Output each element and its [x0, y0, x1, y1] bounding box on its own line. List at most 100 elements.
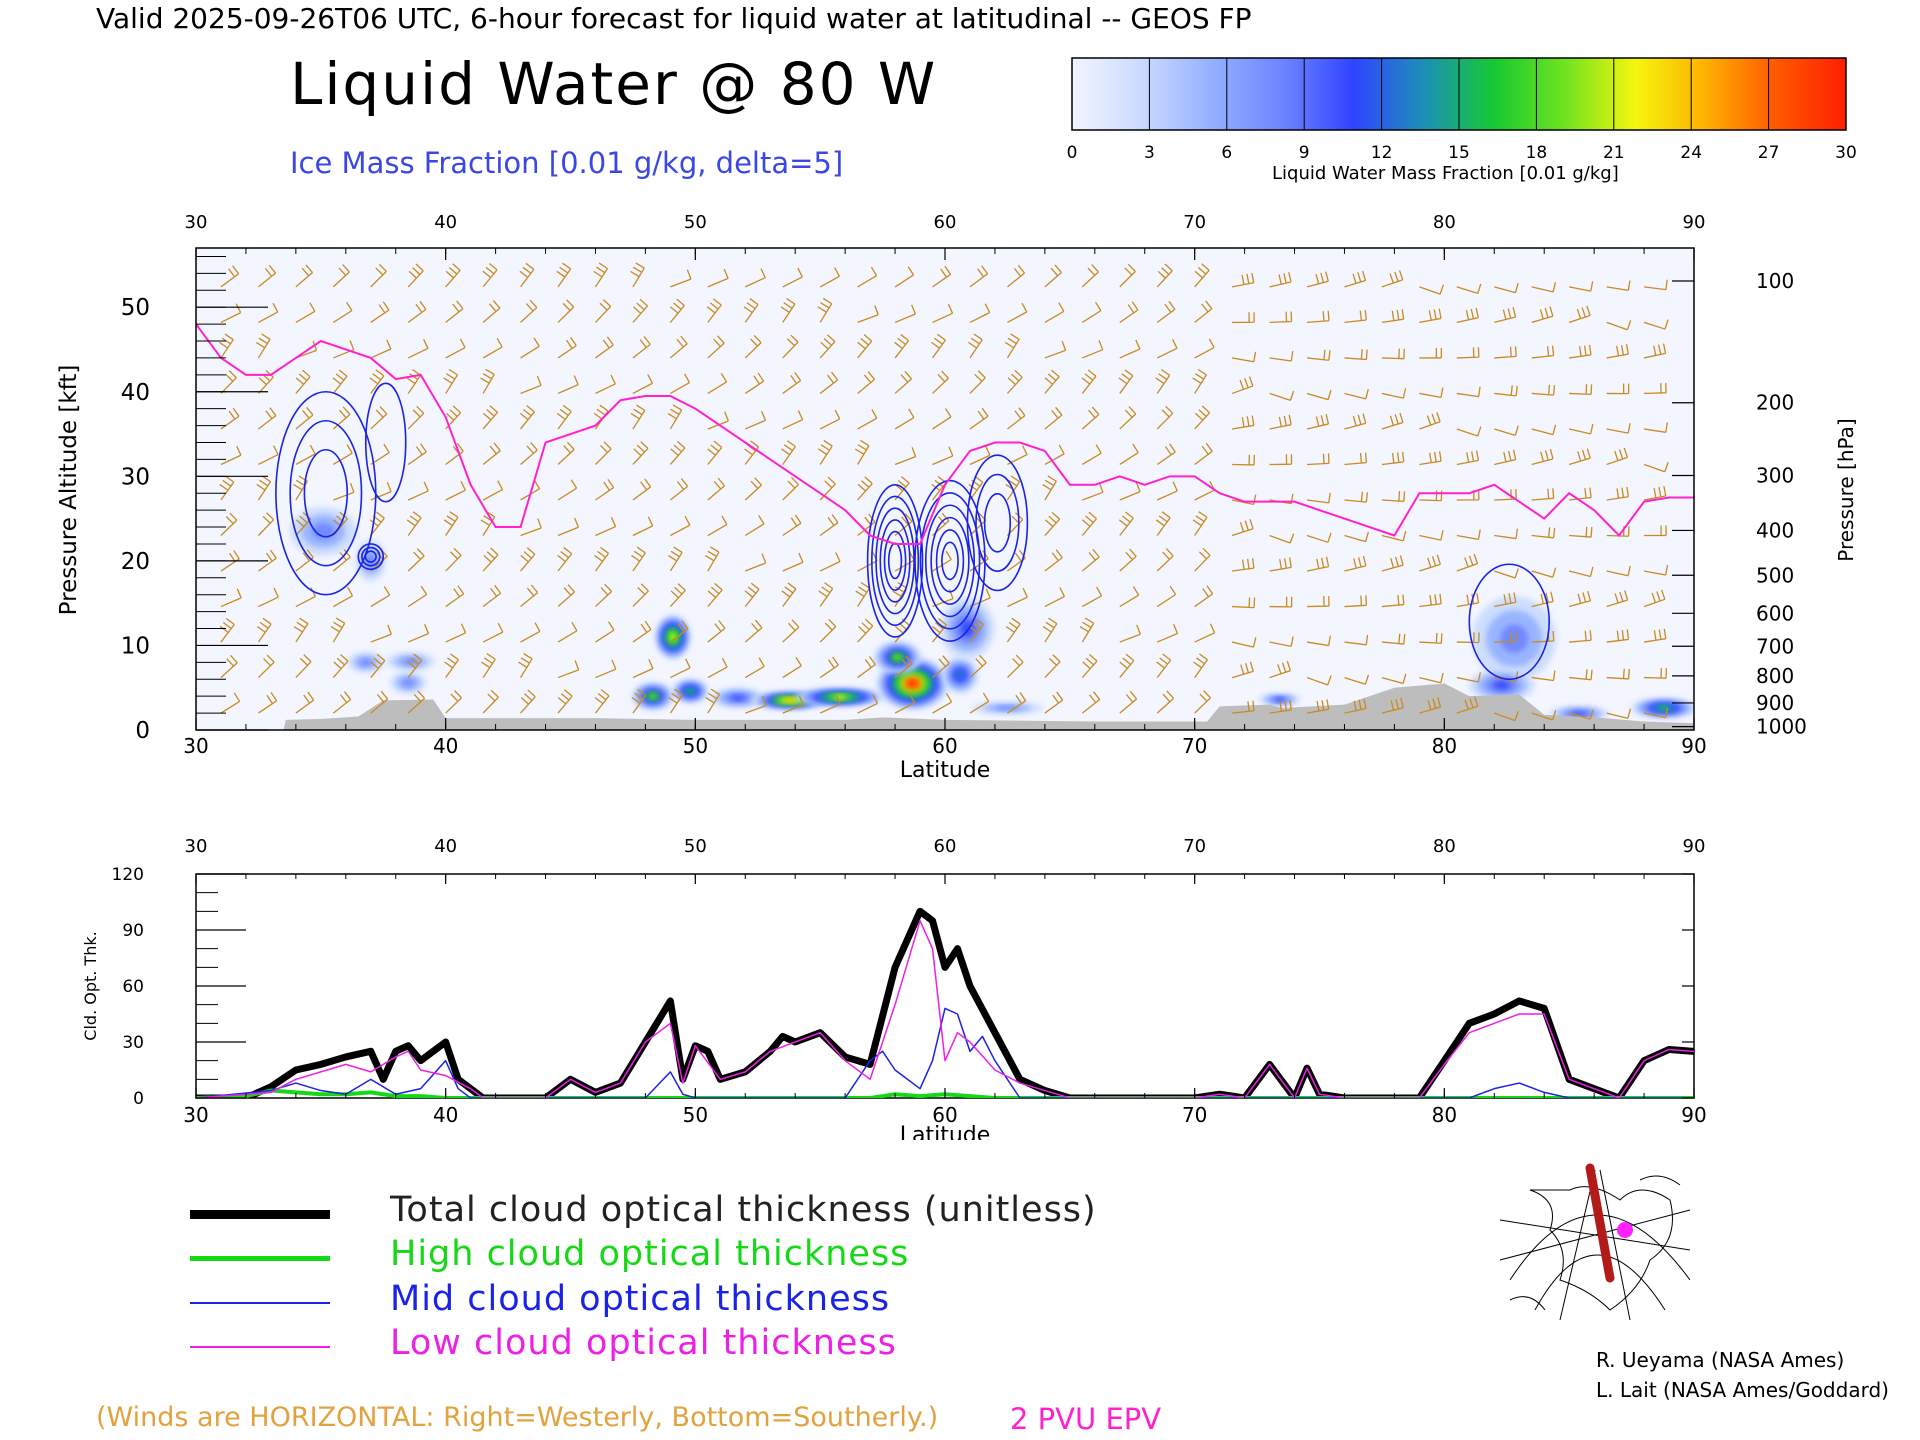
wind-barb	[968, 333, 983, 359]
wind-barb	[445, 690, 462, 714]
wind-barb	[1306, 349, 1331, 361]
wind-barb	[407, 548, 425, 572]
main-xtick-bottom: 40	[433, 734, 458, 758]
ice-contour	[866, 483, 924, 638]
liquid-water-blob	[1493, 681, 1510, 690]
wind-barb	[1306, 699, 1330, 714]
wind-barb	[1081, 548, 1100, 572]
wind-barb	[706, 298, 722, 323]
wind-barb	[407, 339, 429, 359]
wind-barb	[1044, 691, 1064, 714]
wind-barb	[1156, 548, 1174, 572]
wind-barb	[707, 268, 729, 288]
wind-barb	[520, 337, 540, 359]
wind-barb	[1269, 454, 1293, 466]
wind-barb	[1569, 384, 1593, 396]
wind-barb	[1232, 415, 1255, 430]
wind-barb	[1081, 301, 1102, 323]
wind-barb	[520, 375, 542, 395]
wind-barb	[1494, 282, 1519, 294]
ice-contour	[966, 454, 1029, 592]
ice-contour	[935, 529, 965, 593]
wind-barb	[1494, 592, 1517, 608]
wind-barb	[1006, 654, 1024, 679]
liquid-water-blob	[1500, 624, 1529, 653]
wind-barb	[1119, 406, 1137, 430]
wind-barb	[818, 582, 834, 607]
wind-barb	[1156, 585, 1177, 608]
wind-barb	[857, 656, 876, 679]
cot-xtick-top: 30	[185, 836, 208, 857]
wind-barb	[632, 374, 653, 395]
ice-contour	[875, 507, 915, 615]
cot-xtick-top: 70	[1183, 836, 1206, 857]
wind-barb	[1531, 670, 1556, 682]
wind-barb	[1381, 633, 1406, 645]
wind-barb	[407, 481, 429, 501]
wind-barb	[1044, 369, 1060, 394]
wind-barb	[1231, 272, 1255, 288]
wind-barb	[1494, 710, 1519, 722]
wind-barb	[1419, 554, 1441, 572]
ice-contour	[357, 543, 385, 571]
wind-barb	[220, 654, 238, 679]
wind-barb	[258, 587, 279, 608]
wind-barb	[670, 516, 691, 537]
wind-barb	[631, 546, 646, 572]
wind-barb	[1643, 628, 1667, 643]
wind-barb	[370, 690, 389, 714]
wind-barb	[707, 620, 726, 643]
colorbar-tick: 9	[1299, 143, 1310, 163]
wind-barb	[257, 369, 274, 394]
wind-barb	[1119, 624, 1141, 643]
wind-barb	[969, 407, 989, 430]
wind-barb	[557, 621, 578, 643]
wind-barb	[782, 267, 803, 288]
wind-barb	[1306, 310, 1330, 324]
wind-barb	[520, 299, 538, 323]
wind-barb	[1381, 270, 1404, 288]
wind-barb	[407, 653, 423, 678]
cot-ytick: 0	[133, 1089, 144, 1109]
wind-barb	[1494, 528, 1519, 540]
liquid-water-blob	[908, 680, 917, 687]
wind-barb	[1456, 529, 1481, 540]
wind-barb	[857, 334, 873, 359]
wind-barb	[1644, 525, 1667, 537]
wind-barb	[1306, 271, 1329, 288]
wind-barb	[444, 653, 460, 678]
wind-barb	[407, 443, 427, 466]
wind-barb	[1531, 282, 1557, 293]
wind-barb	[220, 407, 240, 430]
header-valid-line: Valid 2025-09-26T06 UTC, 6-hour forecast…	[96, 2, 1252, 35]
wind-barb	[1119, 690, 1138, 714]
terrain	[196, 683, 1694, 730]
wind-barb	[1569, 487, 1592, 501]
wind-barb	[857, 694, 878, 714]
wind-barb	[1494, 346, 1517, 359]
wind-barb	[1194, 263, 1210, 288]
wind-barb	[1306, 635, 1331, 647]
wind-barb	[668, 688, 684, 714]
wind-barb	[632, 441, 649, 465]
main-xtick-top: 30	[185, 212, 208, 233]
main-pressure-tick: 800	[1756, 664, 1794, 688]
wind-barb	[744, 268, 766, 288]
wind-barb	[1119, 482, 1141, 501]
wind-barb	[520, 689, 536, 714]
wind-barb	[293, 475, 308, 501]
main-xtick-bottom: 80	[1432, 734, 1457, 758]
legend-swatch-high	[190, 1255, 330, 1261]
wind-barb	[781, 440, 796, 465]
cot-xlabel: Latitude	[900, 1123, 991, 1140]
wind-barb	[894, 370, 913, 394]
liquid-water-blob	[365, 554, 376, 568]
wind-barb	[1269, 390, 1295, 402]
wind-barb	[1344, 349, 1368, 361]
colorbar-tick: 12	[1371, 143, 1393, 163]
winds-note: (Winds are HORIZONTAL: Right=Westerly, B…	[96, 1402, 939, 1433]
wind-barb	[1643, 343, 1667, 359]
colorbar-tick: 24	[1680, 143, 1702, 163]
wind-barb	[1419, 412, 1441, 430]
wind-barb	[1156, 481, 1178, 501]
